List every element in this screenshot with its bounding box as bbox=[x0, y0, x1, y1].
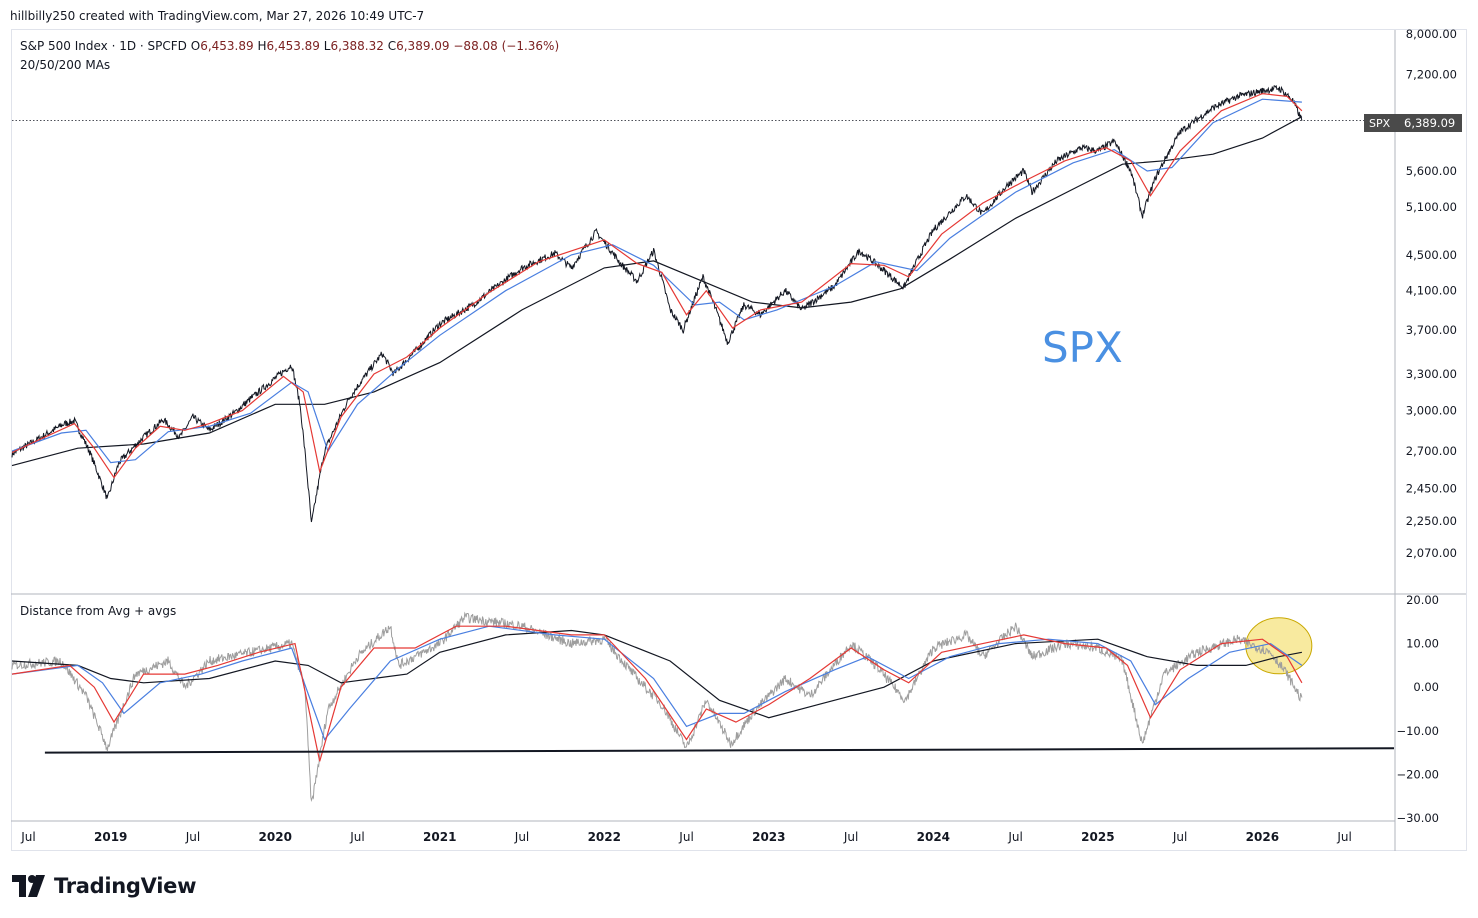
indicator-axis-tick: −10.00 bbox=[1396, 724, 1439, 738]
open-value: 6,453.89 bbox=[200, 39, 254, 53]
indicator-axis-tick: −20.00 bbox=[1396, 767, 1439, 781]
price-axis-tick: 3,700.00 bbox=[1406, 323, 1457, 337]
price-axis-tick: 2,700.00 bbox=[1406, 444, 1457, 458]
symbol-label[interactable]: S&P 500 Index · 1D · SPCFD bbox=[20, 39, 187, 53]
time-axis-tick: Jul bbox=[20, 830, 35, 844]
ohlc-legend: S&P 500 Index · 1D · SPCFD O6,453.89 H6,… bbox=[20, 39, 559, 53]
time-axis-tick: Jul bbox=[514, 830, 529, 844]
slow-avg-line bbox=[11, 629, 1303, 719]
indicator-axis-tick: −30.00 bbox=[1396, 811, 1439, 825]
indicator-legend[interactable]: Distance from Avg + avgs bbox=[20, 604, 177, 618]
time-axis-tick: 2026 bbox=[1246, 830, 1279, 844]
time-axis-tick: Jul bbox=[1007, 830, 1022, 844]
spx-annotation: SPX bbox=[1042, 323, 1123, 372]
mid-avg-line bbox=[11, 625, 1303, 741]
price-axis-tick: 2,070.00 bbox=[1406, 546, 1457, 560]
time-axis-tick: Jul bbox=[1336, 830, 1351, 844]
tradingview-logo-text: TradingView bbox=[54, 874, 197, 898]
indicator-axis-tick: 10.00 bbox=[1406, 637, 1439, 651]
close-value: 6,389.09 bbox=[396, 39, 450, 53]
highlight-ellipse bbox=[1245, 617, 1313, 675]
open-label: O bbox=[190, 39, 201, 53]
chart-credit: hillbilly250 created with TradingView.co… bbox=[10, 9, 425, 23]
price-axis-tick: 4,500.00 bbox=[1406, 248, 1457, 262]
time-axis-tick: 2022 bbox=[588, 830, 621, 844]
high-value: 6,453.89 bbox=[266, 39, 320, 53]
indicator-axis-tick: 20.00 bbox=[1406, 593, 1439, 607]
change-value: −88.08 (−1.36%) bbox=[453, 39, 560, 53]
ma200-line bbox=[11, 116, 1303, 467]
time-axis-tick: 2023 bbox=[752, 830, 785, 844]
chart-frame bbox=[11, 29, 1467, 851]
price-axis-tick: 3,000.00 bbox=[1406, 404, 1457, 418]
low-value: 6,388.32 bbox=[330, 39, 384, 53]
lower-pane[interactable] bbox=[11, 611, 1395, 802]
high-label: H bbox=[257, 39, 267, 53]
last-price-tag: SPX 6,389.09 bbox=[1364, 114, 1462, 132]
main-pane[interactable] bbox=[11, 84, 1364, 523]
price-axis-tick: 2,450.00 bbox=[1406, 481, 1457, 495]
price-axis-tick: 7,200.00 bbox=[1406, 67, 1457, 81]
low-label: L bbox=[323, 39, 331, 53]
support-trendline bbox=[44, 747, 1395, 754]
time-axis-tick: Jul bbox=[678, 830, 693, 844]
close-label: C bbox=[387, 39, 397, 53]
price-axis-tick: 3,300.00 bbox=[1406, 367, 1457, 381]
tradingview-logo-icon bbox=[12, 875, 45, 897]
last-price-symbol: SPX bbox=[1369, 117, 1391, 130]
time-axis-tick: Jul bbox=[843, 830, 858, 844]
last-price-value: 6,389.09 bbox=[1404, 116, 1455, 130]
price-axis-tick: 4,100.00 bbox=[1406, 284, 1457, 298]
axes: 8,000.007,200.006,400.005,600.005,100.00… bbox=[20, 27, 1457, 844]
time-axis-tick: 2019 bbox=[94, 830, 127, 844]
time-axis-tick: 2024 bbox=[917, 830, 950, 844]
last-price-tag-bg bbox=[1364, 114, 1462, 132]
time-axis-tick: 2025 bbox=[1081, 830, 1114, 844]
fast-avg-line bbox=[11, 625, 1303, 762]
ma20-line bbox=[11, 92, 1303, 479]
time-axis-tick: 2021 bbox=[423, 830, 456, 844]
price-axis-tick: 8,000.00 bbox=[1406, 27, 1457, 41]
indicator-axis-tick: 0.00 bbox=[1413, 680, 1439, 694]
price-axis-tick: 5,100.00 bbox=[1406, 200, 1457, 214]
time-axis-tick: Jul bbox=[185, 830, 200, 844]
price-axis-tick: 5,600.00 bbox=[1406, 164, 1457, 178]
tradingview-logo[interactable]: TradingView bbox=[12, 874, 196, 898]
time-axis-tick: 2020 bbox=[259, 830, 292, 844]
ma50-line bbox=[11, 98, 1302, 464]
ma-legend[interactable]: 20/50/200 MAs bbox=[20, 58, 111, 72]
time-axis-tick: Jul bbox=[349, 830, 364, 844]
price-axis-tick: 2,250.00 bbox=[1406, 514, 1457, 528]
distance-line bbox=[11, 611, 1303, 802]
time-axis-tick: Jul bbox=[1172, 830, 1187, 844]
